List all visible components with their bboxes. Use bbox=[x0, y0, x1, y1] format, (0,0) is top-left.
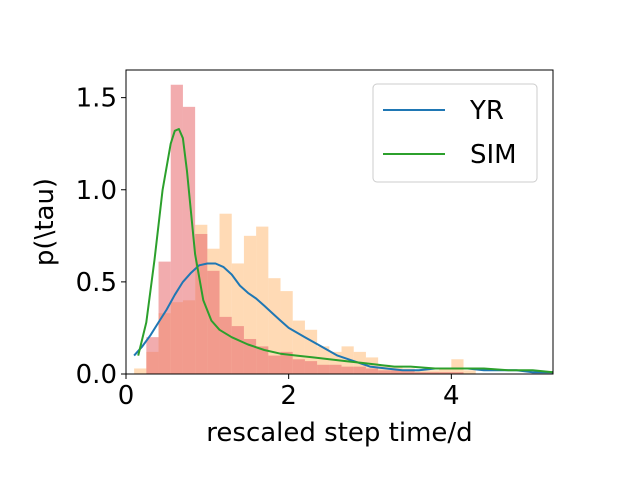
histogram-1-bar-15 bbox=[329, 364, 342, 374]
x-tick-label-0: 0 bbox=[118, 381, 135, 411]
legend-label-yr: YR bbox=[469, 96, 504, 126]
histogram-layer bbox=[134, 84, 476, 374]
histogram-1-bar-11 bbox=[280, 351, 293, 374]
histogram-0-bar-25 bbox=[439, 368, 452, 374]
histogram-1-bar-17 bbox=[353, 366, 366, 374]
y-axis-label: p(\tau) bbox=[30, 178, 60, 266]
histogram-1-bar-10 bbox=[268, 355, 281, 374]
histogram-1-bar-19 bbox=[378, 370, 391, 374]
y-tick-label-2: 1.0 bbox=[76, 176, 117, 206]
histogram-0-bar-26 bbox=[451, 359, 464, 374]
histogram-1-bar-7 bbox=[231, 326, 244, 374]
y-tick-label-1: 0.5 bbox=[76, 268, 117, 298]
y-tick-label-3: 1.5 bbox=[76, 84, 117, 114]
histogram-1-bar-22 bbox=[414, 372, 427, 374]
y-tick-label-0: 0.0 bbox=[76, 360, 117, 390]
histogram-1-bar-12 bbox=[292, 359, 305, 374]
histogram-1-bar-24 bbox=[439, 372, 452, 374]
legend-box bbox=[372, 83, 538, 183]
histogram-1-bar-1 bbox=[158, 261, 171, 374]
x-tick-label-2: 4 bbox=[443, 381, 460, 411]
histogram-1-bar-23 bbox=[426, 372, 440, 374]
histogram-1-bar-13 bbox=[304, 361, 318, 374]
density-lines-layer bbox=[133, 128, 553, 374]
histogram-1-bar-3 bbox=[182, 106, 196, 374]
legend-label-sim: SIM bbox=[470, 140, 517, 170]
histogram-0-bar-20 bbox=[378, 364, 391, 374]
histogram-1-bar-20 bbox=[390, 370, 403, 374]
histogram-0-bar-10 bbox=[256, 226, 269, 374]
histogram-1-bar-16 bbox=[341, 366, 354, 374]
ticks-layer: 0 2 4 0.0 0.5 1.0 1.5 bbox=[76, 84, 460, 411]
plot-frame bbox=[125, 69, 554, 375]
x-axis-label: rescaled step time/d bbox=[206, 418, 472, 448]
histogram-1-bar-21 bbox=[402, 370, 415, 374]
histogram-1-bar-25 bbox=[451, 372, 464, 374]
histogram-1-bar-14 bbox=[317, 364, 330, 374]
histogram-1-bar-6 bbox=[219, 316, 232, 374]
x-tick-label-1: 2 bbox=[280, 381, 297, 411]
histogram-0-bar-0 bbox=[134, 368, 147, 374]
histogram-1-bar-9 bbox=[256, 346, 269, 374]
series-line-sim bbox=[137, 128, 553, 374]
histogram-1-bar-2 bbox=[170, 84, 183, 374]
histogram-1-bar-8 bbox=[243, 338, 257, 374]
legend: YR SIM bbox=[372, 83, 538, 183]
histogram-0-bar-27 bbox=[463, 370, 476, 374]
histogram-0-bar-11 bbox=[268, 278, 281, 374]
histogram-1-bar-18 bbox=[365, 368, 379, 374]
histogram-1-bar-0 bbox=[146, 337, 159, 374]
